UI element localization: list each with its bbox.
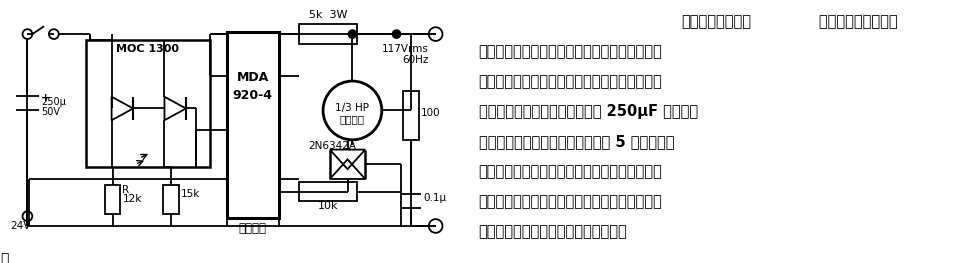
Text: 100: 100	[421, 109, 440, 119]
Text: 固态断路延迟电路: 固态断路延迟电路	[681, 14, 751, 29]
Text: 1/3 HP: 1/3 HP	[336, 103, 369, 113]
Circle shape	[22, 211, 33, 221]
Text: 2N6342A: 2N6342A	[309, 141, 357, 151]
Text: 耦合器发光二极管导通发光，光可控硅和二极管: 耦合器发光二极管导通发光，光可控硅和二极管	[479, 44, 663, 59]
Text: 测: 测	[0, 252, 9, 263]
Text: 12k: 12k	[123, 194, 142, 204]
Bar	[404, 91, 419, 140]
Bar	[86, 40, 210, 167]
Circle shape	[323, 81, 382, 140]
Bar	[105, 185, 121, 214]
Text: 117Vrms: 117Vrms	[382, 44, 429, 54]
Text: 10k: 10k	[317, 201, 339, 211]
Text: 交流电机: 交流电机	[339, 114, 365, 124]
Text: 储能作用，可以使双向可控硅延迟 5 秒截止。这: 储能作用，可以使双向可控硅延迟 5 秒截止。这	[479, 134, 674, 149]
Text: 桥路导通并触发双向可控硅，从而接通交流电机: 桥路导通并触发双向可控硅，从而接通交流电机	[479, 74, 663, 89]
Circle shape	[429, 27, 442, 41]
Text: 二极管桥: 二极管桥	[239, 222, 267, 235]
Bar	[227, 32, 279, 218]
Text: 60Hz: 60Hz	[403, 55, 429, 65]
Text: 电机必须延时足够的时间以清除管道。: 电机必须延时足够的时间以清除管道。	[479, 224, 627, 239]
Text: 50V: 50V	[41, 107, 60, 117]
Text: +: +	[41, 93, 51, 103]
Circle shape	[392, 30, 401, 38]
Bar	[298, 24, 358, 44]
Text: 250μ: 250μ	[41, 97, 66, 107]
Circle shape	[49, 29, 58, 39]
Bar	[298, 182, 358, 201]
Text: 0.1μ: 0.1μ	[423, 193, 446, 203]
Text: MOC 1300: MOC 1300	[116, 44, 179, 54]
Text: 运转。当断开按钮开关时，由于 250μF 电容器的: 运转。当断开按钮开关时，由于 250μF 电容器的	[479, 104, 698, 119]
Text: 920-4: 920-4	[233, 89, 272, 102]
Circle shape	[22, 29, 33, 39]
Text: 种断路延时电路用于发出停止运转信号后，机器: 种断路延时电路用于发出停止运转信号后，机器	[479, 164, 663, 179]
Text: R: R	[123, 185, 129, 195]
Text: 当开关闭合后，光电: 当开关闭合后，光电	[805, 14, 898, 29]
Text: MDA: MDA	[237, 71, 269, 84]
Text: 5k  3W: 5k 3W	[309, 10, 347, 21]
Text: 15k: 15k	[181, 189, 200, 199]
Circle shape	[429, 219, 442, 233]
Text: 需要延时一定时间的场合。例如，化工厂的泵用: 需要延时一定时间的场合。例如，化工厂的泵用	[479, 194, 663, 209]
Circle shape	[348, 30, 357, 38]
Bar	[163, 185, 179, 214]
Text: 24V: 24V	[10, 221, 30, 231]
